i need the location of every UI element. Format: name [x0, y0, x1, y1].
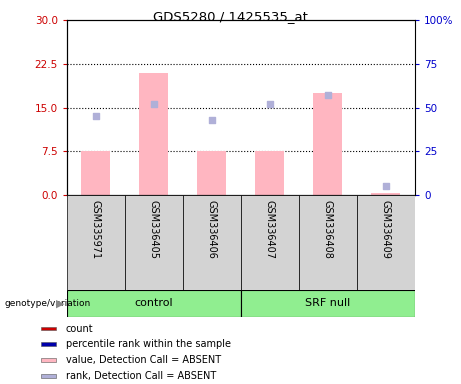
- FancyBboxPatch shape: [299, 195, 357, 290]
- Text: GSM336407: GSM336407: [265, 200, 275, 259]
- Bar: [81, 151, 110, 195]
- Text: GDS5280 / 1425535_at: GDS5280 / 1425535_at: [153, 10, 308, 23]
- FancyBboxPatch shape: [241, 290, 415, 317]
- Text: GSM336405: GSM336405: [149, 200, 159, 259]
- FancyBboxPatch shape: [67, 290, 241, 317]
- FancyBboxPatch shape: [241, 195, 299, 290]
- Text: ▶: ▶: [56, 298, 65, 308]
- Point: [150, 101, 158, 107]
- Text: GSM335971: GSM335971: [91, 200, 101, 259]
- Text: GSM336409: GSM336409: [381, 200, 391, 259]
- FancyBboxPatch shape: [125, 195, 183, 290]
- Bar: [41, 374, 55, 378]
- Text: control: control: [135, 298, 173, 308]
- Bar: [41, 327, 55, 331]
- FancyBboxPatch shape: [67, 195, 125, 290]
- Bar: [372, 193, 401, 195]
- Point: [324, 93, 331, 99]
- Point: [382, 183, 390, 189]
- Point: [208, 117, 216, 123]
- Bar: [313, 93, 343, 195]
- FancyBboxPatch shape: [183, 195, 241, 290]
- Point: [92, 113, 100, 119]
- Text: GSM336406: GSM336406: [207, 200, 217, 259]
- Bar: [41, 358, 55, 362]
- Text: SRF null: SRF null: [305, 298, 350, 308]
- Bar: [255, 151, 284, 195]
- FancyBboxPatch shape: [357, 195, 415, 290]
- Bar: [139, 73, 168, 195]
- Point: [266, 101, 273, 107]
- Text: value, Detection Call = ABSENT: value, Detection Call = ABSENT: [66, 355, 221, 365]
- Bar: [197, 151, 226, 195]
- Text: rank, Detection Call = ABSENT: rank, Detection Call = ABSENT: [66, 371, 216, 381]
- Text: percentile rank within the sample: percentile rank within the sample: [66, 339, 231, 349]
- Text: genotype/variation: genotype/variation: [5, 299, 91, 308]
- Bar: [41, 343, 55, 346]
- Text: GSM336408: GSM336408: [323, 200, 333, 259]
- Text: count: count: [66, 324, 94, 334]
